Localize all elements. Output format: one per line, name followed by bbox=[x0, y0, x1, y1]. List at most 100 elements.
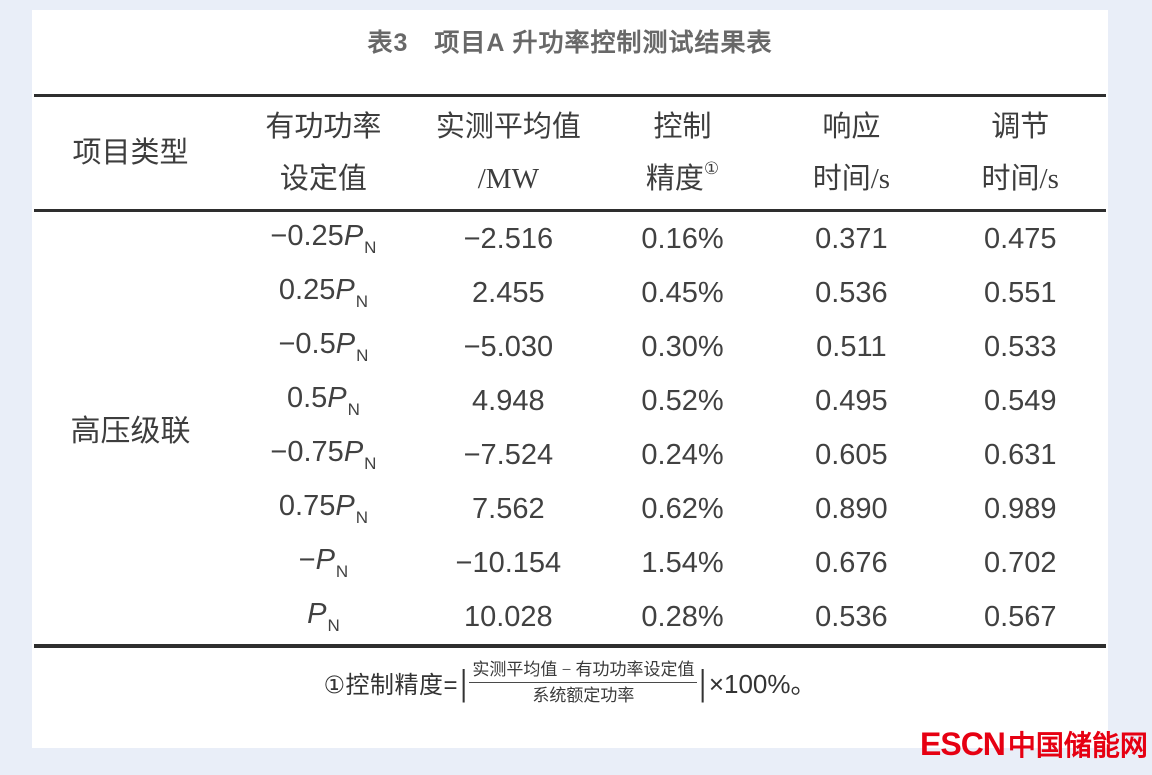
cell-setpoint: −0.25PN bbox=[227, 211, 420, 267]
setpoint-symbol: P bbox=[307, 598, 327, 630]
cell-settling-time: 0.631 bbox=[983, 438, 1057, 471]
header-row: 项目类型 有功功率 设定值 实测平均值 /MW 控制 精度① 响应 时间/s bbox=[34, 96, 1106, 211]
header-response-line1: 响应 bbox=[822, 111, 881, 143]
cell-accuracy: 0.24% bbox=[641, 438, 724, 471]
setpoint-prefix: 0.75 bbox=[278, 490, 336, 522]
setpoint-prefix: 0.25 bbox=[278, 274, 336, 306]
escn-logo: ESCN 中国储能网 bbox=[920, 724, 1148, 764]
cell-response-time: 0.511 bbox=[816, 330, 887, 363]
cell-setpoint: −PN bbox=[227, 536, 420, 590]
setpoint-subscript: N bbox=[356, 346, 369, 365]
header-project-type-label: 项目类型 bbox=[72, 137, 189, 169]
table-row: −PN −10.154 1.54% 0.676 0.702 bbox=[34, 536, 1106, 590]
setpoint-subscript: N bbox=[335, 562, 349, 581]
table-row: 0.25PN 2.455 0.45% 0.536 0.551 bbox=[34, 266, 1106, 320]
setpoint-symbol: P bbox=[343, 220, 364, 252]
header-accuracy-text: 精度 bbox=[645, 163, 704, 195]
cell-response-time: 0.536 bbox=[815, 276, 888, 309]
setpoint-subscript: N bbox=[364, 454, 377, 473]
footnote: ①控制精度= | 实测平均值 − 有功功率设定值 系统额定功率 | ×100%。 bbox=[34, 659, 1106, 707]
cell-settling-time: 0.567 bbox=[983, 600, 1057, 633]
cell-response-time: 0.676 bbox=[815, 546, 888, 579]
setpoint-subscript: N bbox=[364, 238, 377, 257]
cell-measured: 2.455 bbox=[472, 276, 545, 309]
cell-measured: 4.948 bbox=[472, 384, 545, 417]
header-setpoint-line2: 设定值 bbox=[279, 163, 367, 195]
cell-accuracy: 0.52% bbox=[641, 384, 724, 417]
cell-setpoint: −0.75PN bbox=[227, 428, 420, 482]
header-measured-avg: 实测平均值 /MW bbox=[420, 96, 597, 211]
cell-measured: −5.030 bbox=[463, 330, 554, 363]
fraction-denominator: 系统额定功率 bbox=[532, 686, 635, 706]
header-measured-line2: /MW bbox=[477, 163, 539, 195]
document-panel: 表3 项目A 升功率控制测试结果表 项目类型 有功功率 设定值 实测平均值 bbox=[32, 10, 1108, 748]
table-row: PN 10.028 0.28% 0.536 0.567 bbox=[34, 590, 1106, 646]
table-row: 0.5PN 4.948 0.52% 0.495 0.549 bbox=[34, 374, 1106, 428]
setpoint-prefix: − bbox=[298, 544, 316, 576]
cell-setpoint: 0.5PN bbox=[227, 374, 420, 428]
footnote-tail: ×100%。 bbox=[708, 669, 817, 700]
cell-accuracy: 1.54% bbox=[641, 546, 724, 579]
setpoint-prefix: −0.25 bbox=[270, 220, 344, 252]
setpoint-prefix: 0.5 bbox=[286, 382, 328, 414]
table-row: −0.5PN −5.030 0.30% 0.511 0.533 bbox=[34, 320, 1106, 374]
cell-measured: 10.028 bbox=[463, 600, 553, 633]
cell-measured: 7.562 bbox=[472, 492, 545, 525]
header-project-type: 项目类型 bbox=[34, 96, 227, 211]
cell-response-time: 0.495 bbox=[815, 384, 888, 417]
escn-logo-en: ESCN bbox=[920, 726, 1006, 762]
absolute-bar-close: | bbox=[699, 661, 707, 703]
cell-response-time: 0.536 bbox=[815, 600, 888, 633]
header-setpoint-line1: 有功功率 bbox=[265, 111, 382, 143]
footnote-marker: ① bbox=[703, 159, 720, 178]
cell-accuracy: 0.62% bbox=[641, 492, 724, 525]
setpoint-subscript: N bbox=[355, 292, 368, 311]
cell-settling-time: 0.475 bbox=[983, 222, 1057, 255]
cell-measured: −10.154 bbox=[455, 546, 562, 579]
cell-accuracy: 0.28% bbox=[641, 600, 724, 633]
fraction-numerator: 实测平均值 − 有功功率设定值 bbox=[469, 659, 698, 684]
cell-response-time: 0.605 bbox=[815, 438, 888, 471]
cell-measured: −7.524 bbox=[463, 438, 554, 471]
header-control-accuracy: 控制 精度① bbox=[597, 96, 769, 211]
header-accuracy-line2: 精度① bbox=[597, 153, 769, 205]
setpoint-symbol: P bbox=[315, 544, 335, 576]
table-title: 表3 项目A 升功率控制测试结果表 bbox=[367, 29, 773, 57]
cell-settling-time: 0.702 bbox=[983, 546, 1057, 579]
setpoint-symbol: P bbox=[327, 382, 347, 414]
cell-measured: −2.516 bbox=[463, 222, 554, 255]
header-setpoint: 有功功率 设定值 bbox=[227, 96, 420, 211]
header-accuracy-line1: 控制 bbox=[653, 111, 712, 143]
results-table: 项目类型 有功功率 设定值 实测平均值 /MW 控制 精度① 响应 时间/s bbox=[34, 94, 1106, 648]
group-cell-high-voltage-cascade: 高压级联 bbox=[70, 415, 191, 448]
setpoint-prefix: −0.75 bbox=[270, 436, 344, 468]
header-response-line2: 时间/s bbox=[812, 163, 891, 195]
setpoint-symbol: P bbox=[343, 436, 364, 468]
cell-settling-time: 0.533 bbox=[983, 330, 1057, 363]
setpoint-symbol: P bbox=[335, 328, 356, 360]
cell-accuracy: 0.45% bbox=[641, 276, 724, 309]
cell-setpoint: 0.25PN bbox=[227, 266, 420, 320]
table-row: −0.75PN −7.524 0.24% 0.605 0.631 bbox=[34, 428, 1106, 482]
cell-response-time: 0.890 bbox=[815, 492, 888, 525]
setpoint-prefix: −0.5 bbox=[278, 328, 336, 360]
cell-settling-time: 0.989 bbox=[983, 492, 1057, 525]
header-settling-line1: 调节 bbox=[991, 111, 1050, 143]
setpoint-subscript: N bbox=[355, 508, 368, 527]
cell-setpoint: −0.5PN bbox=[227, 320, 420, 374]
cell-setpoint: PN bbox=[227, 590, 420, 646]
cell-accuracy: 0.16% bbox=[641, 222, 724, 255]
cell-response-time: 0.371 bbox=[815, 222, 888, 255]
footnote-lead: ①控制精度= bbox=[323, 672, 459, 700]
setpoint-symbol: P bbox=[335, 490, 355, 522]
header-measured-line1: 实测平均值 bbox=[435, 111, 581, 143]
cell-setpoint: 0.75PN bbox=[227, 482, 420, 536]
cell-settling-time: 0.549 bbox=[983, 384, 1057, 417]
header-settling-line2: 时间/s bbox=[981, 163, 1059, 195]
setpoint-symbol: P bbox=[335, 274, 355, 306]
footnote-fraction: 实测平均值 − 有功功率设定值 系统额定功率 bbox=[469, 659, 698, 707]
setpoint-subscript: N bbox=[347, 400, 360, 419]
table-row: 0.75PN 7.562 0.62% 0.890 0.989 bbox=[34, 482, 1106, 536]
cell-settling-time: 0.551 bbox=[983, 276, 1057, 309]
escn-logo-zh: 中国储能网 bbox=[1007, 730, 1148, 761]
